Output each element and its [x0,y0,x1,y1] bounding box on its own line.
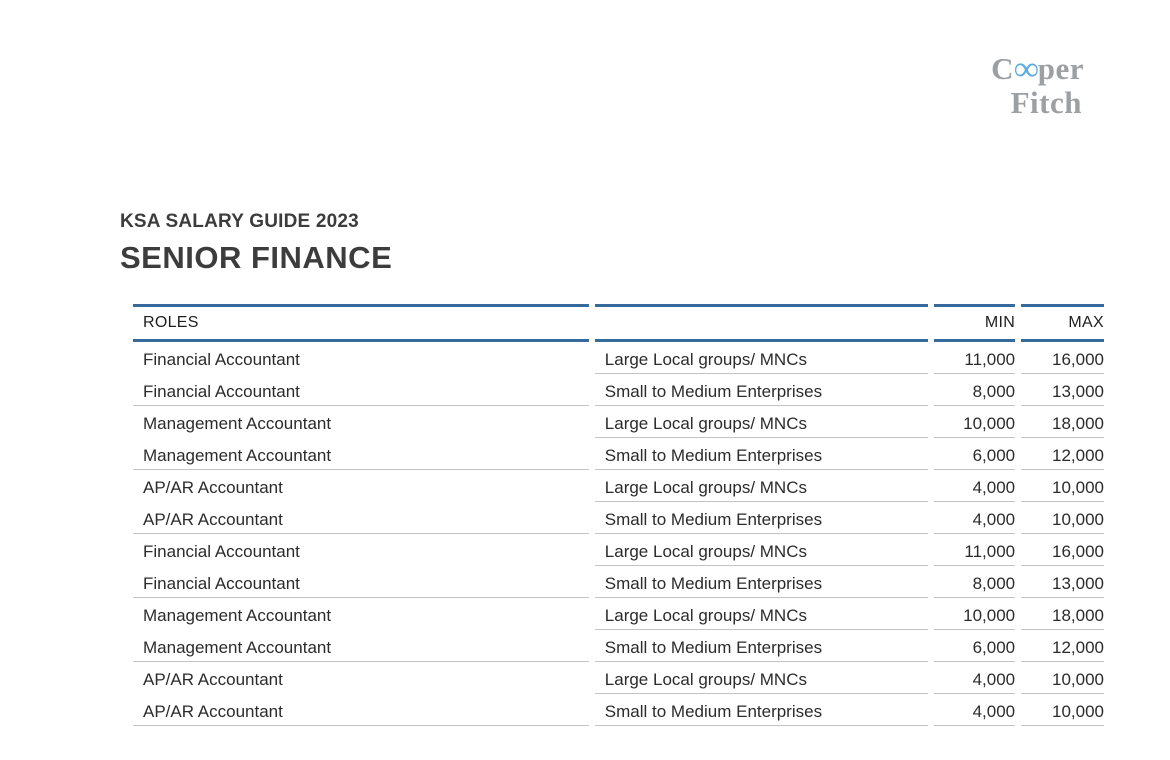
table-row: Management Accountant Small to Medium En… [133,438,1104,470]
column-header-segment [594,304,929,342]
max-cell: 18,000 [1021,598,1104,630]
role-cell: AP/AR Accountant [133,694,589,726]
table-row: Financial Accountant Large Local groups/… [133,342,1104,374]
segment-cell: Large Local groups/ MNCs [594,534,929,566]
max-cell: 18,000 [1021,406,1104,438]
min-cell: 11,000 [934,342,1016,374]
min-cell: 4,000 [934,694,1016,726]
min-cell: 8,000 [934,566,1016,598]
max-cell: 13,000 [1021,566,1104,598]
role-cell: AP/AR Accountant [143,478,283,497]
segment-cell: Large Local groups/ MNCs [594,470,929,502]
max-cell: 10,000 [1021,470,1104,502]
segment-cell: Large Local groups/ MNCs [594,598,929,630]
logo-text-c: C [991,51,1014,86]
min-cell: 4,000 [934,470,1016,502]
role-cell: Financial Accountant [143,542,300,561]
segment-cell: Large Local groups/ MNCs [594,342,929,374]
role-cell: Financial Accountant [133,566,589,598]
min-cell: 4,000 [934,502,1016,534]
column-header-max: MAX [1021,304,1104,342]
role-cell: Financial Accountant [133,374,589,406]
logo-line-cooper: C∞per [991,49,1084,88]
max-cell: 13,000 [1021,374,1104,406]
table-row: AP/AR Accountant Large Local groups/ MNC… [133,470,1104,502]
salary-table: ROLES MIN MAX Financial Accountant Large… [127,304,1110,726]
max-cell: 10,000 [1021,502,1104,534]
guide-subtitle: KSA SALARY GUIDE 2023 [120,211,359,232]
column-header-roles: ROLES [133,304,589,342]
infinity-icon: ∞ [1013,49,1039,88]
role-cell: AP/AR Accountant [133,502,589,534]
role-cell: Management Accountant [143,414,332,433]
min-cell: 4,000 [934,662,1016,694]
max-cell: 12,000 [1021,438,1104,470]
role-cell: Management Accountant [143,606,332,625]
min-cell: 10,000 [934,406,1016,438]
table-row: AP/AR Accountant Small to Medium Enterpr… [133,694,1104,726]
segment-cell: Small to Medium Enterprises [594,630,929,662]
max-cell: 12,000 [1021,630,1104,662]
column-header-min: MIN [934,304,1016,342]
role-cell: Management Accountant [133,438,589,470]
logo-line-fitch: Fitch [1010,85,1082,120]
min-cell: 8,000 [934,374,1016,406]
role-cell: Financial Accountant [143,350,300,369]
segment-cell: Small to Medium Enterprises [594,694,929,726]
segment-cell: Small to Medium Enterprises [594,374,929,406]
logo-text-per: per [1037,51,1084,86]
cooper-fitch-logo: C∞per Fitch [991,49,1084,120]
role-cell: Management Accountant [133,630,589,662]
min-cell: 6,000 [934,630,1016,662]
max-cell: 10,000 [1021,694,1104,726]
table-row: Management Accountant Small to Medium En… [133,630,1104,662]
min-cell: 11,000 [934,534,1016,566]
table-row: Financial Accountant Large Local groups/… [133,534,1104,566]
table-row: Financial Accountant Small to Medium Ent… [133,566,1104,598]
table-row: Management Accountant Large Local groups… [133,598,1104,630]
min-cell: 6,000 [934,438,1016,470]
table-row: AP/AR Accountant Large Local groups/ MNC… [133,662,1104,694]
segment-cell: Large Local groups/ MNCs [594,662,929,694]
segment-cell: Small to Medium Enterprises [594,438,929,470]
segment-cell: Large Local groups/ MNCs [594,406,929,438]
role-cell: AP/AR Accountant [143,670,283,689]
max-cell: 16,000 [1021,534,1104,566]
heading-block: KSA SALARY GUIDE 2023 SENIOR FINANCE [120,211,392,276]
max-cell: 16,000 [1021,342,1104,374]
max-cell: 10,000 [1021,662,1104,694]
segment-cell: Small to Medium Enterprises [594,566,929,598]
table-row: AP/AR Accountant Small to Medium Enterpr… [133,502,1104,534]
segment-cell: Small to Medium Enterprises [594,502,929,534]
table-header-row: ROLES MIN MAX [133,304,1104,342]
table-row: Management Accountant Large Local groups… [133,406,1104,438]
table-row: Financial Accountant Small to Medium Ent… [133,374,1104,406]
min-cell: 10,000 [934,598,1016,630]
page-title: SENIOR FINANCE [120,240,393,275]
